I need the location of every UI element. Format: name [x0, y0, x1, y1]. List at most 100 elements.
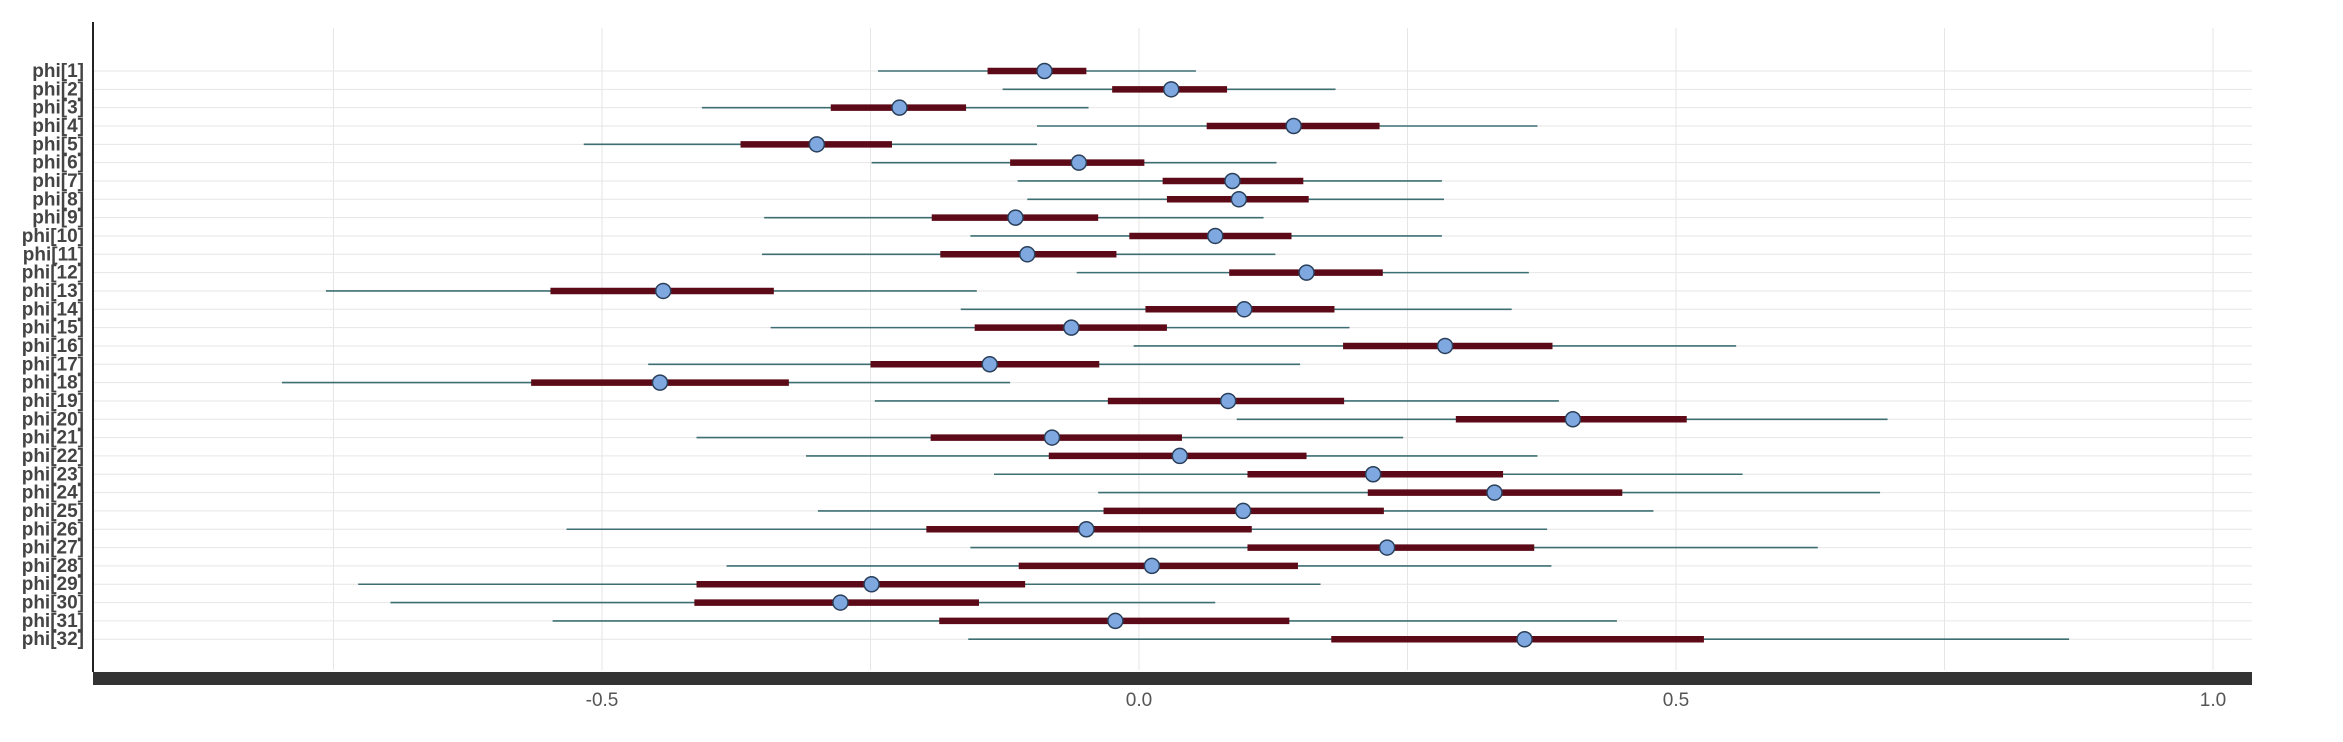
row-label: phi[14] [22, 299, 84, 320]
forest-row: phi[26] [22, 519, 1548, 540]
point-estimate [863, 575, 880, 593]
x-tick-label: 0.0 [1126, 690, 1152, 711]
forest-row: phi[23] [22, 464, 1743, 485]
row-label: phi[15] [22, 318, 84, 339]
forest-row: phi[13] [22, 281, 977, 302]
row-label: phi[27] [22, 538, 84, 559]
row-label: phi[9] [32, 208, 84, 229]
row-label: phi[8] [32, 189, 84, 210]
row-label: phi[22] [22, 446, 84, 467]
point-estimate [1230, 191, 1248, 208]
forest-row: phi[22] [22, 446, 1538, 467]
forest-row: phi[4] [32, 116, 1538, 137]
x-tick-label: 0.5 [1663, 690, 1689, 711]
grid [93, 28, 2252, 670]
point-estimate [1063, 319, 1080, 336]
point-estimate [981, 356, 998, 373]
x-axis: -0.5 0.0 0.5 1.0 [92, 22, 2252, 711]
forest-row: phi[9] [32, 208, 1264, 229]
point-estimate [1364, 466, 1382, 483]
forest-row: phi[10] [22, 226, 1442, 247]
forest-row: phi[7] [32, 171, 1442, 192]
row-label: phi[25] [22, 501, 84, 522]
row-label: phi[16] [22, 336, 84, 357]
x-axis-bar [93, 672, 2252, 685]
forest-row: phi[30] [22, 593, 1216, 614]
forest-row: phi[14] [22, 299, 1512, 320]
forest-row: phi[1] [32, 61, 1196, 82]
row-label: phi[13] [22, 281, 84, 302]
forest-row: phi[16] [22, 336, 1737, 357]
row-label: phi[17] [22, 354, 84, 375]
row-label: phi[7] [32, 171, 84, 192]
x-tick-label: -0.5 [586, 690, 619, 711]
row-label: phi[20] [22, 409, 84, 430]
forest-row: phi[20] [22, 409, 1888, 430]
forest-row: phi[2] [32, 79, 1336, 100]
point-estimate [808, 136, 826, 153]
forest-row: phi[31] [22, 611, 1617, 632]
point-estimate [1378, 539, 1396, 556]
forest-row: phi[19] [22, 391, 1559, 412]
row-label: phi[28] [22, 556, 84, 577]
point-estimate [891, 99, 908, 116]
forest-row: phi[17] [22, 354, 1301, 375]
forest-row: phi[28] [22, 556, 1552, 577]
forest-row: phi[12] [22, 263, 1529, 284]
row-label: phi[18] [22, 373, 84, 394]
forest-row: phi[3] [32, 98, 1089, 119]
row-label: phi[1] [32, 61, 84, 82]
row-label: phi[3] [32, 98, 84, 119]
row-label: phi[4] [32, 116, 84, 137]
forest-row: phi[32] [22, 629, 2070, 650]
point-estimate [1162, 81, 1180, 98]
point-estimate [1207, 227, 1224, 245]
forest-row: phi[21] [22, 428, 1404, 449]
point-estimate [1107, 612, 1124, 630]
row-label: phi[5] [32, 134, 84, 155]
point-estimate [654, 282, 672, 300]
point-estimate [1171, 447, 1189, 465]
forest-row: phi[24] [22, 483, 1881, 504]
point-estimate [1219, 392, 1237, 410]
point-estimate [1078, 521, 1095, 538]
row-label: phi[29] [22, 574, 84, 595]
point-estimate [1298, 264, 1315, 281]
point-estimate [1043, 429, 1061, 446]
forest-rows: phi[1]phi[2]phi[3]phi[4]phi[5]phi[6]phi[… [22, 61, 2070, 650]
point-estimate [1036, 62, 1053, 80]
row-label: phi[21] [22, 428, 84, 449]
row-label: phi[2] [32, 79, 84, 100]
row-label: phi[6] [32, 153, 84, 174]
forest-row: phi[11] [23, 244, 1276, 265]
forest-row: phi[18] [22, 373, 1011, 394]
point-estimate [1285, 117, 1302, 135]
point-estimate [1143, 557, 1161, 575]
point-estimate [1516, 630, 1533, 648]
x-tick-label: 1.0 [2200, 690, 2226, 711]
row-label: phi[26] [22, 519, 84, 540]
row-label: phi[30] [22, 593, 84, 614]
point-estimate [832, 594, 849, 611]
forest-row: phi[29] [22, 574, 1321, 595]
row-label: phi[32] [22, 629, 84, 650]
row-label: phi[10] [22, 226, 84, 247]
forest-row: phi[8] [32, 189, 1445, 210]
point-estimate [1234, 502, 1252, 520]
row-label: phi[12] [22, 263, 84, 284]
row-label: phi[19] [22, 391, 84, 412]
row-label: phi[11] [23, 244, 84, 265]
row-label: phi[23] [22, 464, 84, 485]
point-estimate [1564, 411, 1582, 428]
point-estimate [1224, 172, 1241, 190]
forest-row: phi[25] [22, 501, 1654, 522]
point-estimate [1236, 301, 1253, 318]
point-estimate [1070, 154, 1088, 171]
row-label: phi[24] [22, 483, 84, 504]
forest-row: phi[15] [22, 318, 1350, 339]
point-estimate [651, 374, 669, 391]
row-label: phi[31] [22, 611, 84, 632]
forest-row: phi[6] [32, 153, 1277, 174]
